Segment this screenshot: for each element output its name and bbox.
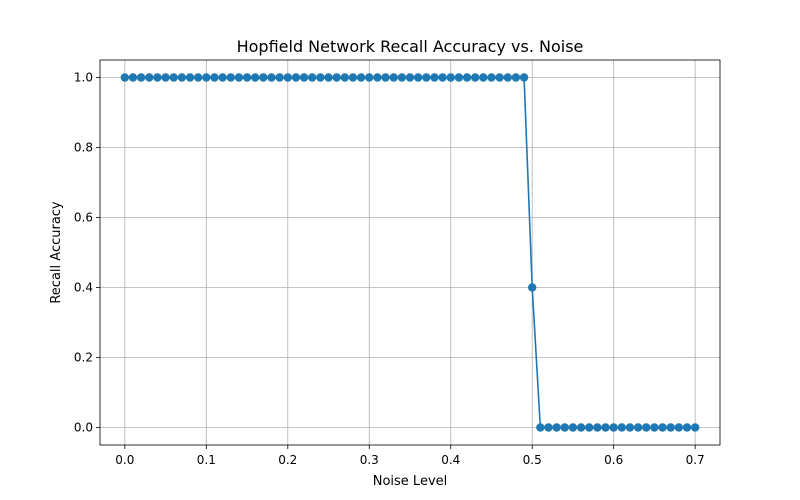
- data-point: [161, 73, 170, 82]
- data-point: [568, 423, 578, 432]
- data-point: [128, 73, 138, 82]
- data-point: [218, 73, 227, 82]
- data-point: [251, 73, 260, 82]
- data-point: [373, 73, 382, 82]
- data-point: [511, 73, 521, 82]
- data-point: [177, 73, 187, 82]
- series-line: [124, 76, 696, 429]
- data-point: [145, 73, 154, 82]
- x-tick-label: 0.2: [278, 453, 297, 467]
- data-point: [544, 423, 553, 432]
- data-point: [593, 423, 602, 432]
- data-point: [650, 423, 659, 432]
- data-point: [479, 73, 488, 82]
- data-point: [609, 423, 618, 432]
- data-point: [153, 73, 162, 82]
- data-point: [658, 423, 667, 432]
- y-tick-label: 0.2: [74, 351, 93, 365]
- data-point: [422, 73, 431, 82]
- x-tick-label: 0.5: [523, 453, 542, 467]
- data-point: [275, 73, 284, 82]
- data-point: [519, 73, 529, 82]
- data-point: [454, 73, 464, 82]
- x-tick-label: 0.1: [197, 453, 216, 467]
- x-axis-label: Noise Level: [373, 474, 448, 489]
- data-point: [120, 73, 130, 82]
- data-point: [503, 73, 512, 82]
- plot-frame: [99, 59, 721, 446]
- series-layer: [120, 73, 700, 432]
- data-point: [259, 73, 268, 82]
- y-axis: 0.0 0.2 0.4 0.6 0.8 1.0: [74, 71, 100, 435]
- data-point: [576, 423, 586, 432]
- data-point: [185, 73, 195, 82]
- data-point: [193, 73, 203, 82]
- data-point: [405, 73, 415, 82]
- data-point: [389, 73, 398, 82]
- y-tick-label: 1.0: [74, 71, 93, 85]
- data-point: [136, 73, 146, 82]
- x-tick-label: 0.0: [115, 453, 134, 467]
- data-point: [169, 73, 178, 82]
- data-point: [495, 73, 504, 82]
- data-point: [552, 423, 561, 432]
- x-axis: 0.0 0.1 0.2 0.3 0.4 0.5 0.6 0.7: [115, 445, 705, 467]
- data-point: [560, 423, 569, 432]
- x-tick-label: 0.4: [441, 453, 460, 467]
- data-point: [267, 73, 276, 82]
- data-point: [633, 423, 643, 432]
- data-point: [690, 423, 700, 432]
- data-point: [340, 73, 350, 82]
- data-point: [299, 73, 309, 82]
- data-point: [470, 73, 480, 82]
- x-tick-label: 0.7: [686, 453, 705, 467]
- data-point: [210, 73, 219, 82]
- data-point: [397, 73, 407, 82]
- data-point: [617, 423, 627, 432]
- chart-title: Hopfield Network Recall Accuracy vs. Noi…: [237, 37, 584, 56]
- data-point: [585, 423, 594, 432]
- data-point: [487, 73, 496, 82]
- data-point: [528, 283, 537, 292]
- data-point: [202, 73, 211, 82]
- data-point: [674, 423, 684, 432]
- data-point: [291, 73, 301, 82]
- x-tick-label: 0.6: [604, 453, 623, 467]
- data-point: [226, 73, 235, 82]
- y-tick-label: 0.6: [74, 211, 93, 225]
- data-point: [365, 73, 374, 82]
- data-point: [324, 73, 333, 82]
- data-point: [356, 73, 366, 82]
- y-tick-label: 0.0: [74, 421, 93, 435]
- data-point: [625, 423, 635, 432]
- data-point: [601, 423, 610, 432]
- y-tick-label: 0.4: [74, 281, 93, 295]
- data-point: [413, 73, 423, 82]
- data-point: [462, 73, 472, 82]
- data-point: [446, 73, 455, 82]
- data-point: [682, 423, 692, 432]
- data-point: [234, 73, 244, 82]
- y-axis-label: Recall Accuracy: [49, 201, 64, 304]
- data-point: [642, 423, 651, 432]
- data-point: [316, 73, 325, 82]
- y-tick-label: 0.8: [74, 141, 93, 155]
- data-point: [348, 73, 358, 82]
- data-point: [666, 423, 675, 432]
- data-point: [430, 73, 439, 82]
- grid: [100, 60, 720, 445]
- x-tick-label: 0.3: [360, 453, 379, 467]
- data-point: [536, 423, 545, 432]
- data-point: [308, 73, 317, 82]
- data-point: [283, 73, 292, 82]
- data-point: [381, 73, 390, 82]
- data-point: [332, 73, 341, 82]
- data-point: [438, 73, 447, 82]
- data-point: [242, 73, 252, 82]
